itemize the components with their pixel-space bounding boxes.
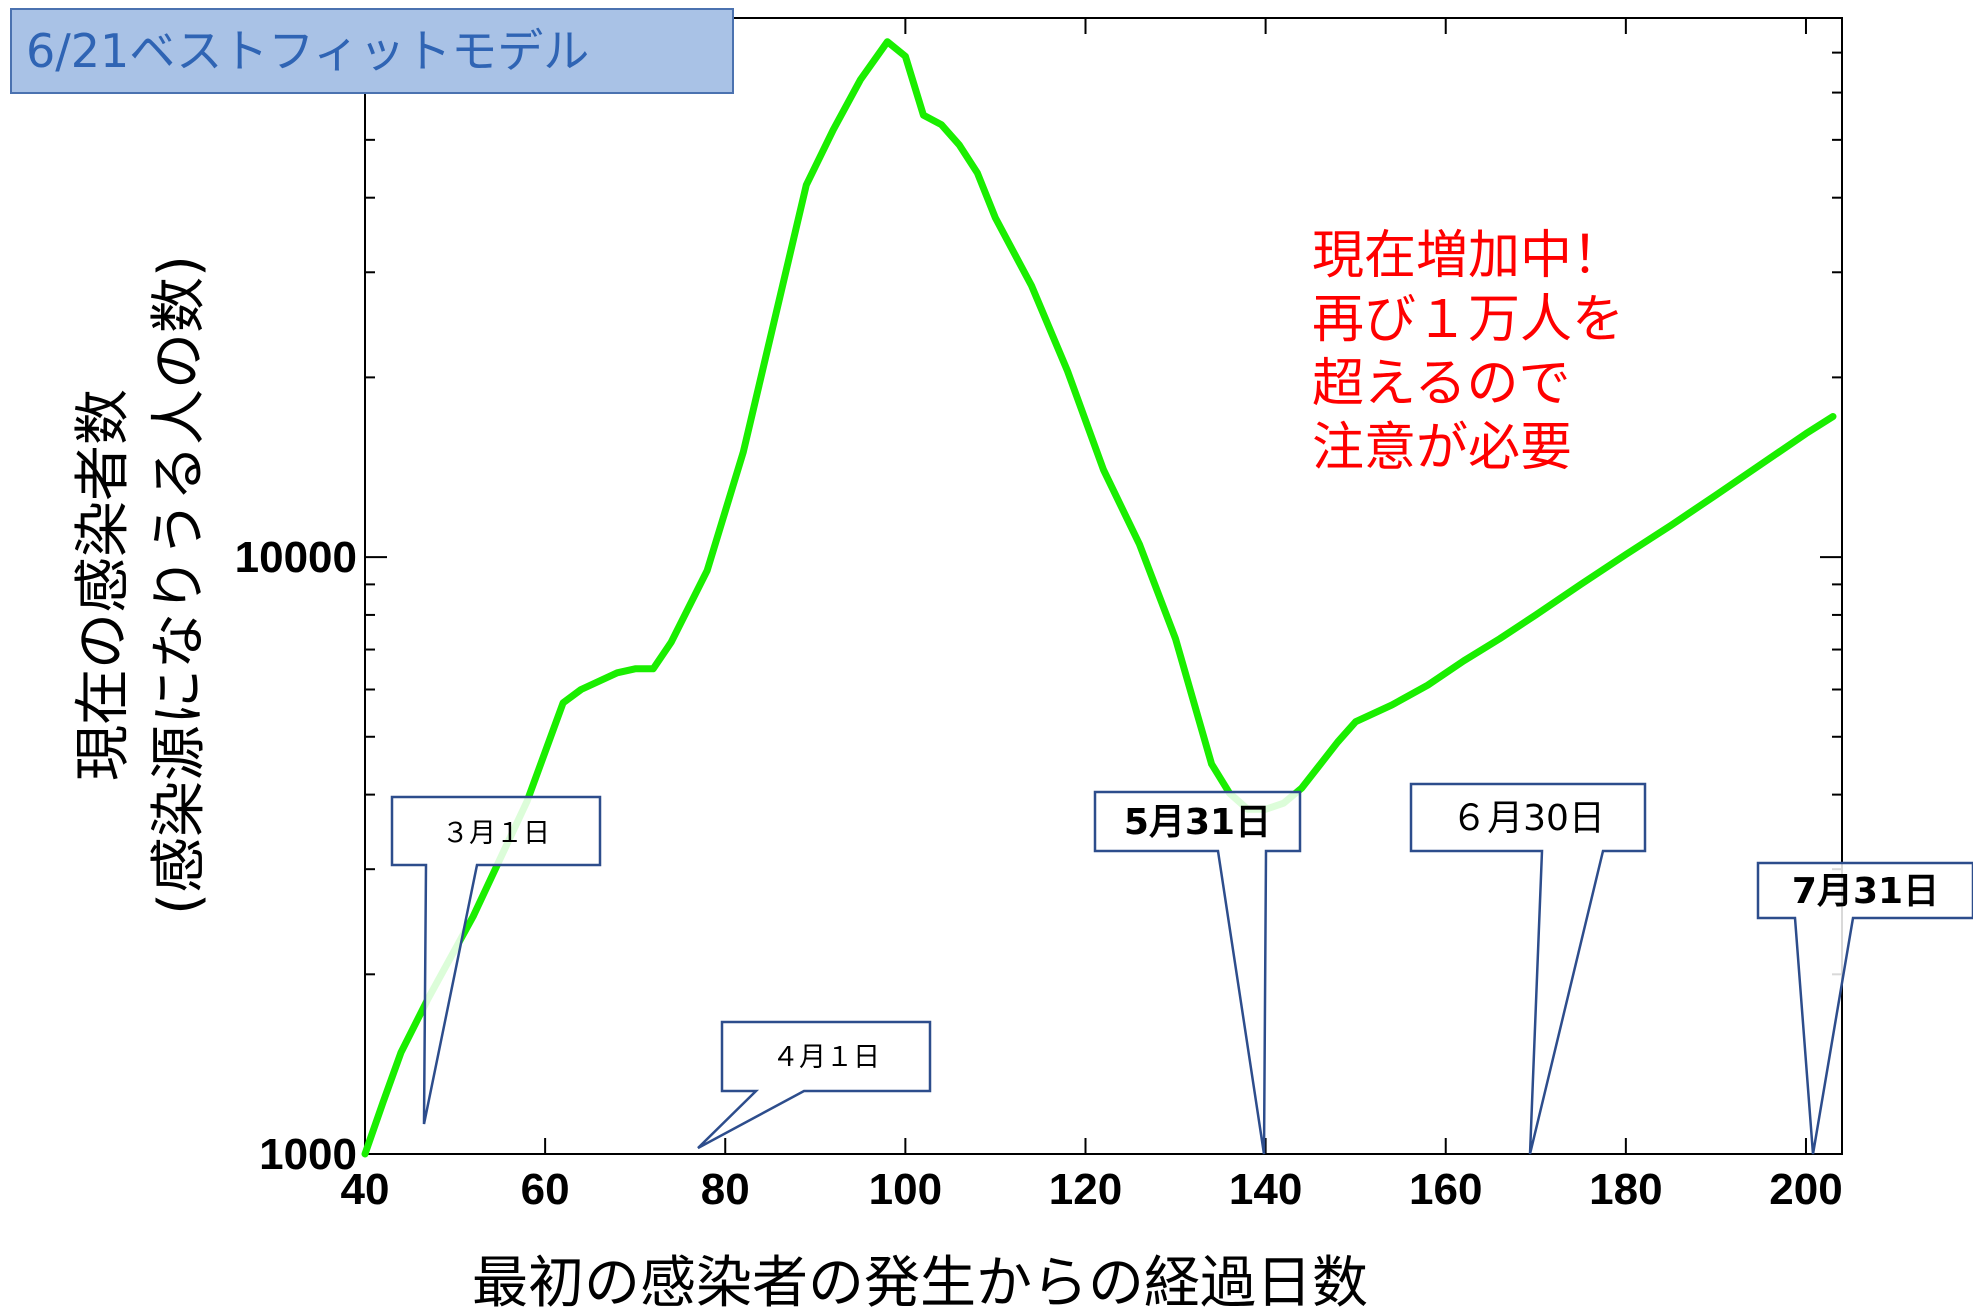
callout-label: 7月31日 bbox=[1792, 871, 1939, 912]
x-tick-label: 140 bbox=[1229, 1165, 1302, 1214]
series-line bbox=[361, 38, 1837, 1158]
series-group bbox=[361, 38, 1837, 1158]
note-line-1: 現在増加中！ bbox=[1312, 226, 1625, 286]
callout-box bbox=[1093, 790, 1302, 1155]
y-tick-label: 10000 bbox=[235, 533, 357, 582]
date-callouts: ３月１日 ４月１日 5月31日 ６月30日 7月31日 bbox=[390, 782, 1973, 1155]
note-line-4: 注意が必要 bbox=[1312, 418, 1573, 478]
callout-label: ４月１日 bbox=[772, 1042, 880, 1073]
y-tick-labels: 1000 10000 bbox=[235, 533, 357, 1179]
x-axis-title: 最初の感染者の発生からの経過日数 bbox=[472, 1251, 1368, 1312]
callout-box bbox=[697, 1020, 932, 1150]
callout-box bbox=[1409, 782, 1647, 1155]
x-tick-label: 180 bbox=[1589, 1165, 1662, 1214]
x-tick-label: 200 bbox=[1769, 1165, 1842, 1214]
x-tick-label: 100 bbox=[869, 1165, 942, 1214]
y-axis-title-line-1: 現在の感染者数 bbox=[71, 389, 136, 781]
model-label-text: 6/21ベストフィットモデル bbox=[26, 24, 590, 78]
x-tick-label: 120 bbox=[1049, 1165, 1122, 1214]
callout-jul31: 7月31日 bbox=[1756, 861, 1973, 1155]
x-tick-label: 80 bbox=[701, 1165, 750, 1214]
warning-note: 現在増加中！ 再び１万人を 超えるので 注意が必要 bbox=[1312, 224, 1624, 480]
note-line-3: 超えるので bbox=[1312, 354, 1571, 414]
callout-jun30: ６月30日 bbox=[1409, 782, 1647, 1155]
callout-box bbox=[1756, 861, 1973, 1155]
callout-may31: 5月31日 bbox=[1093, 790, 1302, 1155]
callout-label: ６月30日 bbox=[1451, 798, 1605, 839]
callout-label: 5月31日 bbox=[1124, 802, 1271, 843]
note-line-2: 再び１万人を bbox=[1312, 290, 1625, 350]
callout-box bbox=[390, 795, 602, 1125]
x-tick-label: 60 bbox=[521, 1165, 570, 1214]
x-tick-label: 40 bbox=[341, 1165, 390, 1214]
x-tick-label: 160 bbox=[1409, 1165, 1482, 1214]
y-tick-label: 1000 bbox=[259, 1130, 357, 1179]
x-axis-ticks bbox=[364, 18, 1807, 1154]
y-axis-title-line-2: (感染源になりうる人の数) bbox=[147, 255, 212, 915]
model-label-box: 6/21ベストフィットモデル bbox=[10, 8, 734, 94]
callout-apr1: ４月１日 bbox=[697, 1020, 932, 1150]
callout-label: ３月１日 bbox=[442, 818, 550, 849]
x-tick-labels: 40 60 80 100 120 140 160 180 200 bbox=[341, 1165, 1843, 1214]
callout-mar1: ３月１日 bbox=[390, 795, 602, 1125]
plot-frame bbox=[364, 17, 1843, 1155]
